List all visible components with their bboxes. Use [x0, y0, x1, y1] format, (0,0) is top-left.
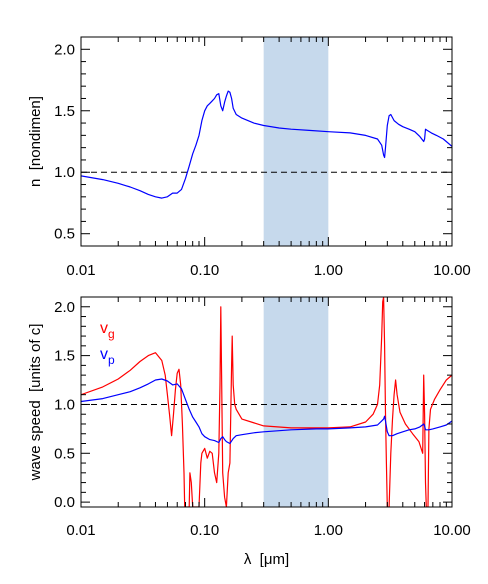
series-line-vg	[81, 297, 452, 507]
x-tick-label: 10.00	[433, 522, 471, 539]
y-tick-label: 2.0	[54, 41, 75, 58]
y-tick-label: 1.5	[54, 103, 75, 120]
x-tick-label: 0.01	[66, 262, 95, 279]
legend-subscript: p	[108, 353, 115, 367]
plot-frame	[80, 296, 453, 508]
legend-symbol: v	[100, 320, 108, 337]
x-tick-label: 0.01	[66, 522, 95, 539]
y-axis-title: n [nondimen]	[27, 96, 44, 187]
series-line-0	[81, 90, 452, 199]
plot-frame	[80, 36, 453, 247]
legend-symbol: v	[100, 346, 108, 363]
y-axis-title: wave speed [units of c]	[27, 324, 44, 482]
x-tick-label: 1.00	[314, 522, 343, 539]
refractive-index-panel: 0.01 0.10 1.00 10.00 0.5 1.0 1.5 2.0 n [nondimen…	[27, 36, 471, 279]
x-tick-label: 1.00	[314, 262, 343, 279]
shaded-band	[263, 297, 329, 507]
legend-entry: vp	[100, 346, 115, 367]
wave-speed-panel: 0.01 0.10 1.00 10.00 0.0 0.5 1.0 1.5 2.0 wave spe…	[27, 296, 471, 568]
x-tick-label: 10.00	[433, 262, 471, 279]
y-tick-label: 0.0	[54, 494, 75, 511]
y-tick-label: 1.5	[54, 348, 75, 365]
series-line-vp	[81, 378, 452, 445]
y-tick-label: 1.0	[54, 164, 75, 181]
y-tick-label: 1.0	[54, 396, 75, 413]
y-tick-label: 0.5	[54, 226, 75, 243]
shaded-band	[263, 37, 329, 246]
y-tick-label: 0.5	[54, 445, 75, 462]
legend-subscript: g	[108, 327, 115, 341]
x-axis-title: λ [μm]	[244, 551, 289, 568]
legend-entry: vg	[100, 320, 115, 341]
x-tick-label: 0.10	[190, 522, 219, 539]
x-tick-label: 0.10	[190, 262, 219, 279]
y-tick-label: 2.0	[54, 299, 75, 316]
